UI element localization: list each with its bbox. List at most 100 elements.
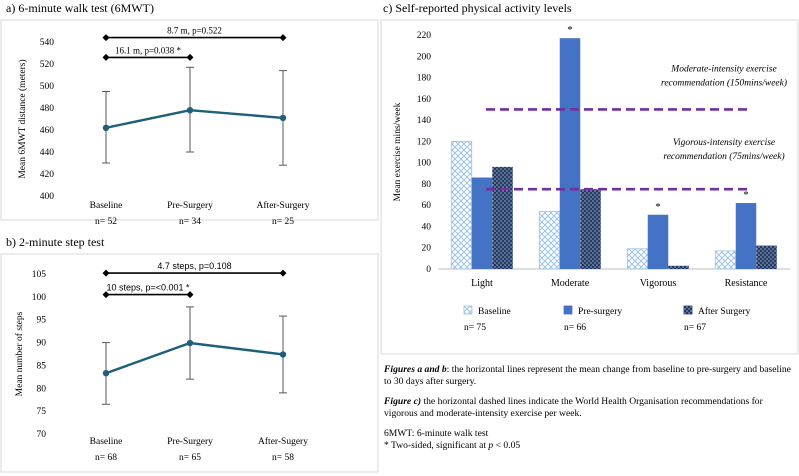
bar-pre-surgery [647,214,669,269]
sample-size-label: n= 52 [95,217,117,225]
reference-line-label: Moderate-intensity exercise [670,64,776,74]
y-tick-label: 180 [417,74,432,84]
bar-baseline [714,250,737,270]
data-point [102,370,110,377]
bracket-marker [102,291,110,299]
note-abbreviation: 6MWT: 6-minute walk test [384,428,489,439]
bracket-marker [186,53,194,61]
chart-frame [0,19,379,221]
y-tick-label: 400 [40,192,55,202]
y-tick-label: 100 [417,159,432,169]
x-category-label: Pre-Surgery [167,437,213,447]
data-point [279,351,287,358]
y-tick-label: 460 [40,126,55,136]
y-tick-label: 540 [40,38,55,48]
bar-pre-surgery [559,38,581,269]
y-tick-label: 440 [40,148,55,158]
significance-star: * [655,201,661,213]
series-line [105,108,284,129]
bar-after-surgery [580,189,601,269]
y-tick-label: 40 [422,222,432,232]
x-category-label: Baseline [90,201,123,211]
bar-after-surgery [668,265,689,269]
y-tick-label: 80 [422,180,432,190]
chart-2min-step: b) 2-minute step test 70 75 80 85 90 95 100 105 M… [0,235,379,473]
data-point [186,339,194,347]
y-tick-label: 420 [40,170,55,180]
chart-frame [380,19,799,355]
sample-size-label: n= 34 [179,217,201,225]
bracket-marker [102,34,110,42]
bracket-marker [102,269,110,277]
chart-activity-levels: c) Self-reported physical activity level… [380,1,799,355]
y-tick-label: 20 [422,244,432,254]
y-tick-label: 75 [37,407,47,417]
chart-heading: a) 6-minute walk test (6MWT) [6,1,154,15]
y-axis-label: Mean 6MWT distance (meters) [17,59,28,178]
chart-heading: b) 2-minute step test [6,235,105,249]
data-point [186,107,194,114]
y-tick-label: 60 [422,201,432,211]
bar-after-surgery [492,166,513,269]
bracket-label: 8.7 m, p=0.522 [167,26,222,36]
bar-baseline [450,140,473,270]
y-tick-label: 140 [417,116,432,126]
y-tick-label: 520 [40,60,55,70]
legend-sample-size: n= 67 [684,323,706,333]
note-figure-c: Figure c) the horizontal dashed lines in… [384,396,763,419]
y-tick-label: 120 [417,137,432,147]
y-tick-label: 80 [37,384,47,394]
legend-sample-size: n= 66 [564,323,586,333]
bracket-label: 10 steps, p=<0.001 * [106,283,190,293]
legend-swatch [683,305,693,315]
y-tick-label: 100 [32,293,47,303]
legend-swatch [563,305,573,315]
bracket-marker [279,269,287,277]
reference-line-label: recommendation (75mins/week) [663,151,784,162]
significance-star: * [567,24,573,36]
bar-after-surgery [756,245,777,269]
y-tick-label: 70 [37,430,47,440]
x-category-label: Baseline [90,437,123,447]
reference-line-label: Vigorous-intensity exercise [673,138,775,148]
sample-size-label: n= 25 [272,217,294,225]
reference-line-label: recommendation (150mins/week) [661,77,787,88]
y-tick-label: 160 [417,95,432,105]
legend-label: After Surgery [698,306,751,317]
series-line [105,341,284,375]
bar-pre-surgery [735,203,757,269]
y-tick-label: 220 [417,31,432,41]
y-axis-label: Mean number of steps [14,311,25,396]
chart-frame [0,253,379,473]
bar-baseline [538,211,561,270]
bar-baseline [626,248,649,270]
y-tick-label: 500 [40,82,55,92]
figure-notes: Figures a and b: the horizontal lines re… [384,364,794,451]
x-category-label: Moderate [551,278,590,289]
bar-pre-surgery [471,177,493,269]
y-tick-label: 105 [32,270,47,280]
note-significance: * Two-sided, significant at p < 0.05 [384,439,521,451]
y-tick-label: 480 [40,104,55,114]
x-category-label: Resistance [725,278,768,289]
data-point [279,114,287,122]
significance-star: * [743,189,749,201]
y-tick-label: 90 [37,339,47,349]
bracket-label: 16.1 m, p=0.038 * [115,45,182,55]
data-point [102,124,110,131]
sample-size-label: n= 65 [179,453,201,463]
legend-label: Baseline [478,307,511,317]
chart-heading: c) Self-reported physical activity level… [383,1,572,15]
chart-6mwt: a) 6-minute walk test (6MWT) 400 420 440 460… [0,1,379,225]
bracket-marker [186,291,194,299]
bracket-marker [102,53,110,61]
legend-swatch [463,305,473,315]
sample-size-label: n= 58 [272,453,294,463]
y-tick-label: 85 [37,361,47,371]
bracket-label: 4.7 steps, p=0.108 [157,261,231,271]
legend-label: Pre-surgery [578,307,622,317]
y-axis-label: Mean exercise mins/week [393,102,403,201]
sample-size-label: n= 68 [95,453,117,463]
y-tick-label: 0 [426,265,431,275]
x-category-label: Pre-Surgery [167,201,213,211]
